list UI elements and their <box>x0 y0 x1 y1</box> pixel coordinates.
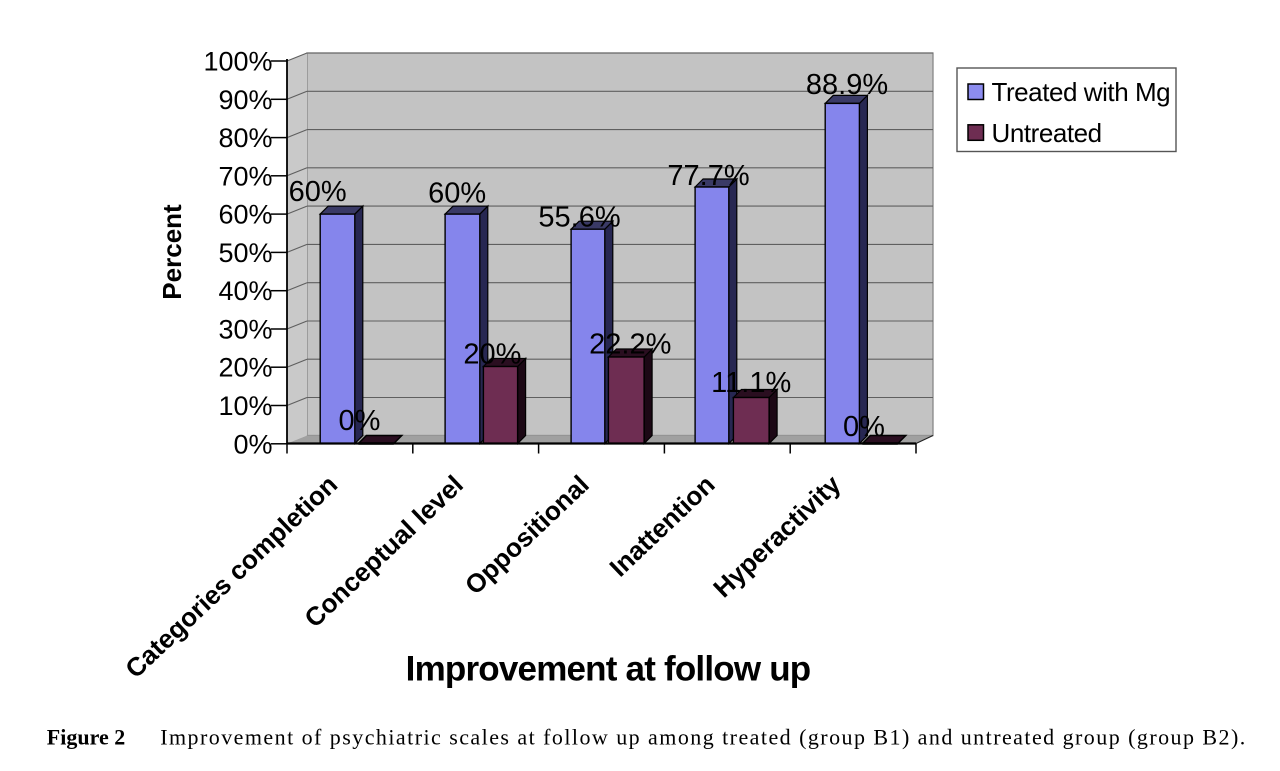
svg-text:60%: 60% <box>218 200 272 230</box>
svg-text:20%: 20% <box>463 339 521 371</box>
svg-text:55.6%: 55.6% <box>538 202 620 234</box>
svg-text:30%: 30% <box>218 315 272 345</box>
svg-text:Untreated: Untreated <box>992 118 1102 148</box>
svg-text:70%: 70% <box>218 161 272 191</box>
svg-text:Improvement at follow up: Improvement at follow up <box>406 650 811 689</box>
svg-text:0%: 0% <box>233 429 272 459</box>
svg-text:50%: 50% <box>218 238 272 268</box>
svg-text:77.7%: 77.7% <box>667 160 749 192</box>
svg-text:11.1%: 11.1% <box>711 367 791 399</box>
svg-text:60%: 60% <box>428 178 486 210</box>
svg-text:100%: 100% <box>203 47 272 77</box>
svg-text:Treated with Mg: Treated with Mg <box>992 77 1171 107</box>
svg-text:40%: 40% <box>218 276 272 306</box>
svg-text:88.9%: 88.9% <box>806 69 888 101</box>
svg-text:0%: 0% <box>338 405 380 437</box>
svg-text:10%: 10% <box>218 391 272 421</box>
svg-text:20%: 20% <box>218 353 272 383</box>
svg-text:90%: 90% <box>218 85 272 115</box>
svg-text:80%: 80% <box>218 123 272 153</box>
svg-text:Percent: Percent <box>157 204 187 300</box>
svg-text:60%: 60% <box>289 176 347 208</box>
svg-text:0%: 0% <box>843 411 885 443</box>
svg-text:22.2%: 22.2% <box>589 329 671 361</box>
